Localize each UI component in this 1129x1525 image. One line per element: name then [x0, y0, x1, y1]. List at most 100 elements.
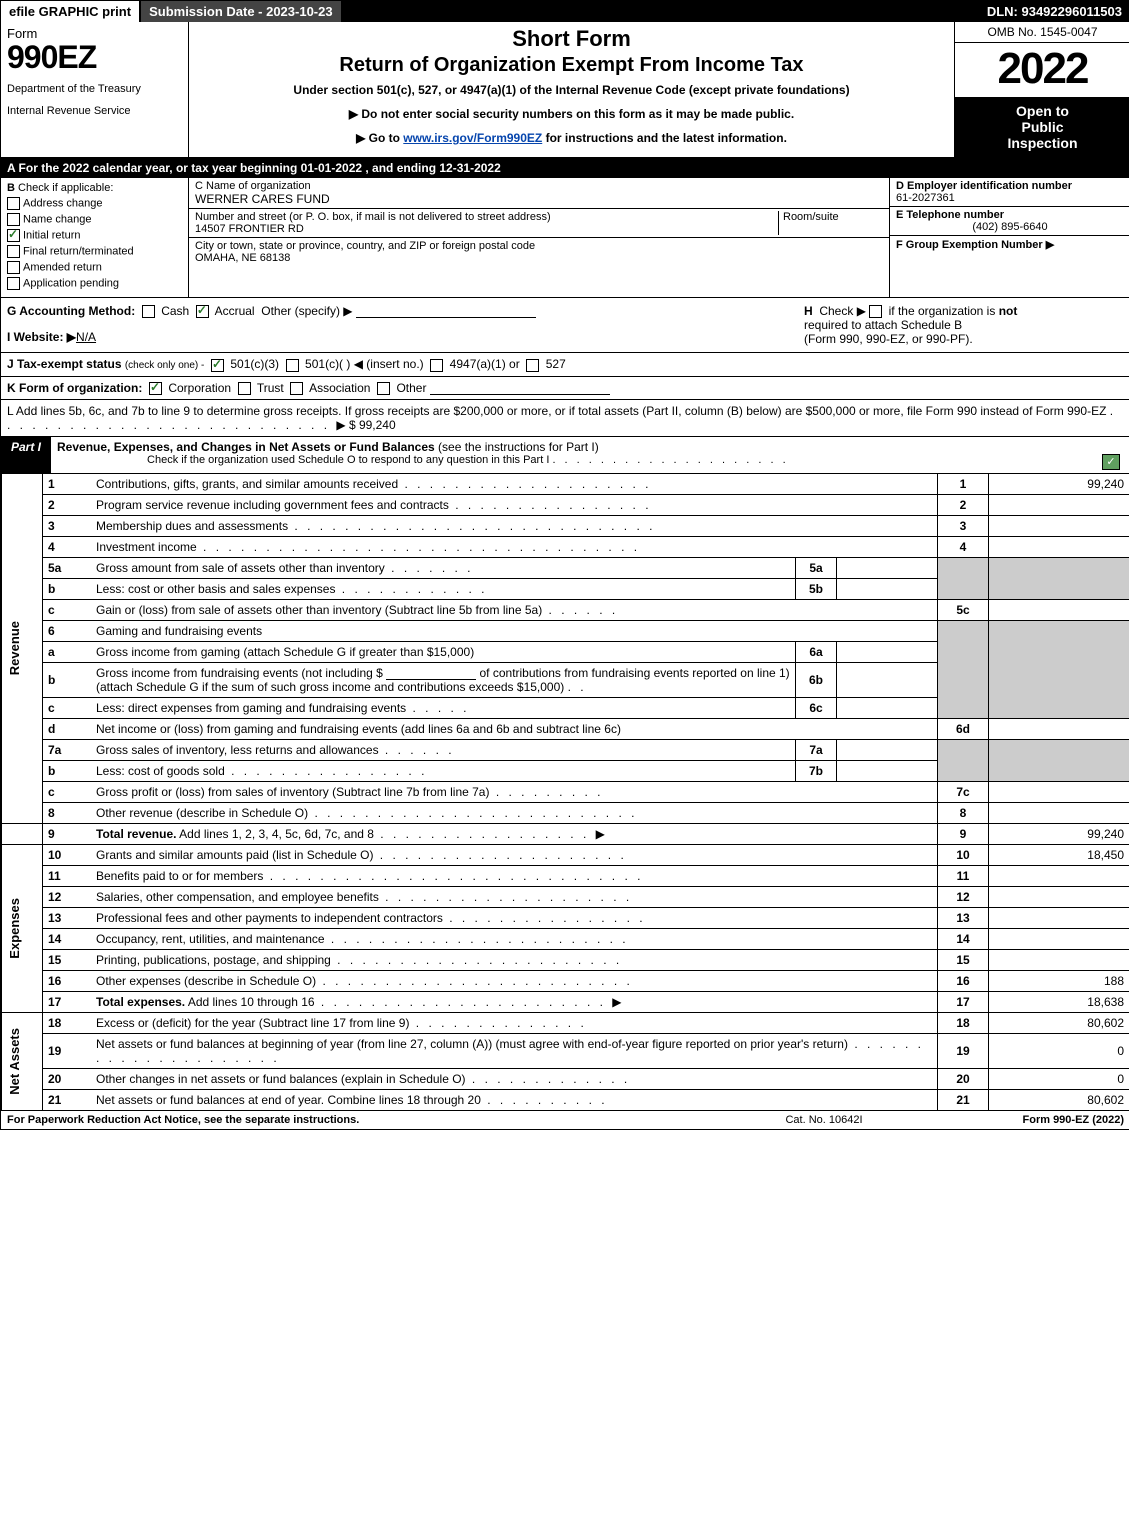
line-1-desc: Contributions, gifts, grants, and simila…: [96, 477, 398, 491]
dln: DLN: 93492296011503: [979, 1, 1129, 22]
line-7c-desc: Gross profit or (loss) from sales of inv…: [96, 785, 489, 799]
org-name-label: C Name of organization: [195, 180, 311, 192]
phone-label: E Telephone number: [896, 209, 1004, 221]
h-label: H: [804, 304, 813, 318]
line-20-num: 20: [43, 1068, 92, 1089]
line-3-amt: [989, 515, 1129, 536]
chk-association[interactable]: [290, 382, 303, 395]
chk-cash[interactable]: [142, 305, 155, 318]
chk-accrual[interactable]: [196, 305, 209, 318]
chk-trust[interactable]: [238, 382, 251, 395]
chk-initial-return[interactable]: Initial return: [7, 229, 182, 242]
open-l1: Open to: [959, 103, 1126, 119]
instr-no-ssn: ▶ Do not enter social security numbers o…: [197, 107, 946, 121]
column-b: B Check if applicable: Address change Na…: [1, 178, 189, 297]
line-14-num: 14: [43, 928, 92, 949]
header: Form 990EZ Department of the Treasury In…: [1, 22, 1129, 158]
line-17-amt: 18,638: [989, 991, 1129, 1012]
column-c: C Name of organization WERNER CARES FUND…: [189, 178, 889, 297]
line-17-desc-bold: Total expenses.: [96, 995, 185, 1009]
line-21-desc: Net assets or fund balances at end of ye…: [96, 1093, 481, 1107]
row-j: J Tax-exempt status (check only one) - 5…: [1, 353, 1129, 376]
street-label: Number and street (or P. O. box, if mail…: [195, 211, 551, 223]
chk-501c[interactable]: [286, 359, 299, 372]
header-center: Short Form Return of Organization Exempt…: [189, 22, 954, 157]
chk-final-return[interactable]: Final return/terminated: [7, 245, 182, 258]
line-16-box: 16: [938, 970, 989, 991]
line-1-box: 1: [938, 473, 989, 494]
chk-name-change[interactable]: Name change: [7, 213, 182, 226]
line-7a-num: 7a: [43, 739, 92, 760]
ein-value: 61-2027361: [896, 192, 955, 204]
chk-amended-return[interactable]: Amended return: [7, 261, 182, 274]
line-6a-desc: Gross income from gaming (attach Schedul…: [96, 645, 474, 659]
line-20-box: 20: [938, 1068, 989, 1089]
chk-501c3[interactable]: [211, 359, 224, 372]
submission-date: Submission Date - 2023-10-23: [141, 1, 343, 22]
line-6c-inner-amt: [837, 697, 938, 718]
line-15-amt: [989, 949, 1129, 970]
line-1-num: 1: [43, 473, 92, 494]
line-6d-num: d: [43, 718, 92, 739]
line-6a-inner-amt: [837, 641, 938, 662]
chk-address-change[interactable]: Address change: [7, 197, 182, 210]
open-to-public-inspection: Open to Public Inspection: [955, 97, 1129, 157]
chk-4947[interactable]: [430, 359, 443, 372]
chk-other-org[interactable]: [377, 382, 390, 395]
line-11-num: 11: [43, 865, 92, 886]
line-10-box: 10: [938, 844, 989, 865]
line-15-num: 15: [43, 949, 92, 970]
shaded-6: [938, 620, 989, 718]
irs-link[interactable]: www.irs.gov/Form990EZ: [403, 131, 542, 145]
chk-corporation[interactable]: [149, 382, 162, 395]
line-16-amt: 188: [989, 970, 1129, 991]
chk-h[interactable]: [869, 305, 882, 318]
phone-box: E Telephone number (402) 895-6640: [890, 207, 1129, 236]
line-5a-desc: Gross amount from sale of assets other t…: [96, 561, 385, 575]
form-number: 990EZ: [7, 41, 182, 73]
efile-print-label[interactable]: efile GRAPHIC print: [1, 1, 141, 22]
other-org-input[interactable]: [430, 381, 610, 395]
instr-goto: ▶ Go to www.irs.gov/Form990EZ for instru…: [197, 131, 946, 145]
i-label: I Website: ▶: [7, 330, 76, 344]
line-2-desc: Program service revenue including govern…: [96, 498, 449, 512]
line-6a-num: a: [43, 641, 92, 662]
line-9-desc-bold: Total revenue.: [96, 827, 176, 841]
line-6c-inner-box: 6c: [796, 697, 837, 718]
city-value: OMAHA, NE 68138: [195, 252, 290, 264]
line-5b-num: b: [43, 578, 92, 599]
line-16-desc: Other expenses (describe in Schedule O): [96, 974, 316, 988]
line-7a-inner-amt: [837, 739, 938, 760]
column-d: D Employer identification number 61-2027…: [889, 178, 1129, 297]
line-15-desc: Printing, publications, postage, and shi…: [96, 953, 331, 967]
line-13-amt: [989, 907, 1129, 928]
line-19-box: 19: [938, 1033, 989, 1068]
line-2-box: 2: [938, 494, 989, 515]
city-label: City or town, state or province, country…: [195, 240, 535, 252]
line-17-num: 17: [43, 991, 92, 1012]
line-6c-num: c: [43, 697, 92, 718]
line-6d-amt: [989, 718, 1129, 739]
org-name: WERNER CARES FUND: [195, 192, 330, 206]
line-21-box: 21: [938, 1089, 989, 1110]
line-12-box: 12: [938, 886, 989, 907]
line-5c-box: 5c: [938, 599, 989, 620]
line-20-amt: 0: [989, 1068, 1129, 1089]
line-15-box: 15: [938, 949, 989, 970]
line-6b-blank[interactable]: [386, 666, 476, 680]
line-6a-inner-box: 6a: [796, 641, 837, 662]
line-8-amt: [989, 802, 1129, 823]
part1-header: Part I Revenue, Expenses, and Changes in…: [1, 437, 1129, 473]
line-4-num: 4: [43, 536, 92, 557]
chk-application-pending[interactable]: Application pending: [7, 277, 182, 290]
chk-schedule-o[interactable]: ✓: [1102, 454, 1120, 470]
shaded-6-amt: [989, 620, 1129, 718]
street-value: 14507 FRONTIER RD: [195, 223, 304, 235]
line-9-num: 9: [43, 823, 92, 844]
part1-label: Part I: [1, 437, 51, 473]
shaded-5ab-amt: [989, 557, 1129, 599]
chk-527[interactable]: [526, 359, 539, 372]
line-14-box: 14: [938, 928, 989, 949]
line-7c-num: c: [43, 781, 92, 802]
other-specify-input[interactable]: [356, 304, 536, 318]
